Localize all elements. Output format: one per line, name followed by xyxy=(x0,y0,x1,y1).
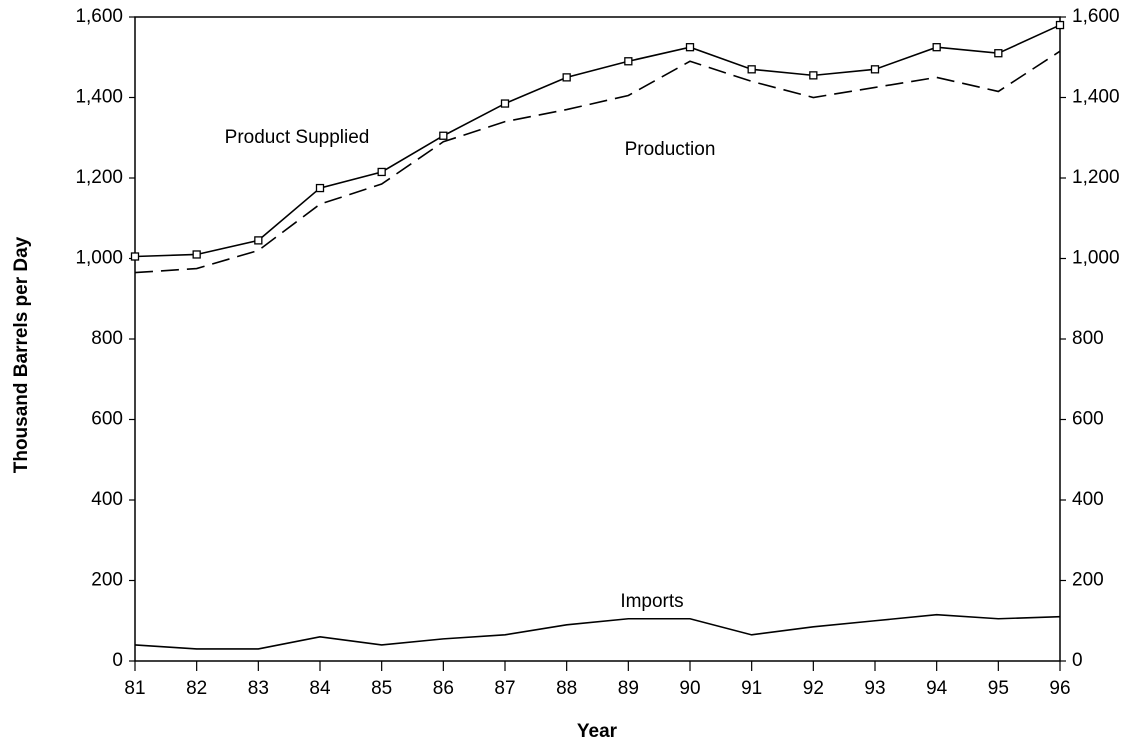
x-tick-label: 93 xyxy=(864,678,885,699)
x-tick-label: 87 xyxy=(494,678,515,699)
series-marker xyxy=(562,73,571,82)
y-tick-label-right: 200 xyxy=(1072,570,1104,591)
x-tick-label: 83 xyxy=(248,678,269,699)
series-line xyxy=(134,50,1061,274)
series-line xyxy=(134,613,1061,650)
series-marker xyxy=(1055,20,1065,30)
y-tick-label: 1,000 xyxy=(75,248,123,269)
series-marker xyxy=(377,167,386,177)
x-tick-label: 81 xyxy=(124,678,145,699)
y-tick-label: 1,400 xyxy=(75,87,123,108)
y-tick-label-right: 1,200 xyxy=(1072,167,1120,188)
series-label: Product Supplied xyxy=(225,127,370,148)
series-label: Production xyxy=(625,139,716,160)
series-marker xyxy=(747,65,756,74)
series-label: Imports xyxy=(620,591,683,612)
series-marker xyxy=(315,183,325,193)
y-tick-label-right: 0 xyxy=(1072,650,1083,671)
x-tick-label: 88 xyxy=(556,678,577,699)
y-tick-label: 1,600 xyxy=(75,6,123,27)
y-tick-label-right: 1,400 xyxy=(1072,87,1120,108)
x-tick-label: 82 xyxy=(186,678,207,699)
y-tick-label-right: 1,000 xyxy=(1072,248,1120,269)
y-tick-label-right: 400 xyxy=(1072,489,1104,510)
series-marker xyxy=(500,99,510,108)
x-tick-label: 85 xyxy=(371,678,392,699)
x-tick-label: 95 xyxy=(988,678,1009,699)
y-tick-label: 1,200 xyxy=(75,167,123,188)
y-tick-label-right: 800 xyxy=(1072,328,1104,349)
series-marker xyxy=(192,250,201,259)
series-marker xyxy=(870,65,880,74)
x-tick-label: 84 xyxy=(309,678,331,699)
y-tick-label-right: 1,600 xyxy=(1072,6,1120,27)
series-marker xyxy=(439,131,448,140)
x-axis-label: Year xyxy=(577,721,618,742)
x-tick-label: 96 xyxy=(1049,678,1070,699)
series-marker xyxy=(809,71,818,80)
y-tick-label: 0 xyxy=(112,650,123,671)
x-tick-label: 86 xyxy=(433,678,454,699)
plot-frame xyxy=(134,16,1061,662)
series-marker xyxy=(130,252,140,261)
x-tick-label: 89 xyxy=(618,678,639,699)
y-tick-label: 600 xyxy=(91,409,123,430)
series-marker xyxy=(932,43,941,52)
x-tick-label: 90 xyxy=(679,678,700,699)
x-tick-label: 92 xyxy=(803,678,824,699)
y-tick-label-right: 600 xyxy=(1072,409,1104,430)
y-axis-label: Thousand Barrels per Day xyxy=(11,236,32,473)
y-tick-label: 200 xyxy=(91,570,123,591)
series-marker xyxy=(685,43,695,52)
x-tick-label: 91 xyxy=(741,678,762,699)
series-marker xyxy=(994,49,1003,58)
series-marker xyxy=(624,57,633,66)
series-line xyxy=(134,24,1061,258)
x-tick-label: 94 xyxy=(926,678,948,699)
series-marker xyxy=(254,236,263,245)
y-tick-label: 400 xyxy=(91,489,123,510)
y-tick-label: 800 xyxy=(91,328,123,349)
